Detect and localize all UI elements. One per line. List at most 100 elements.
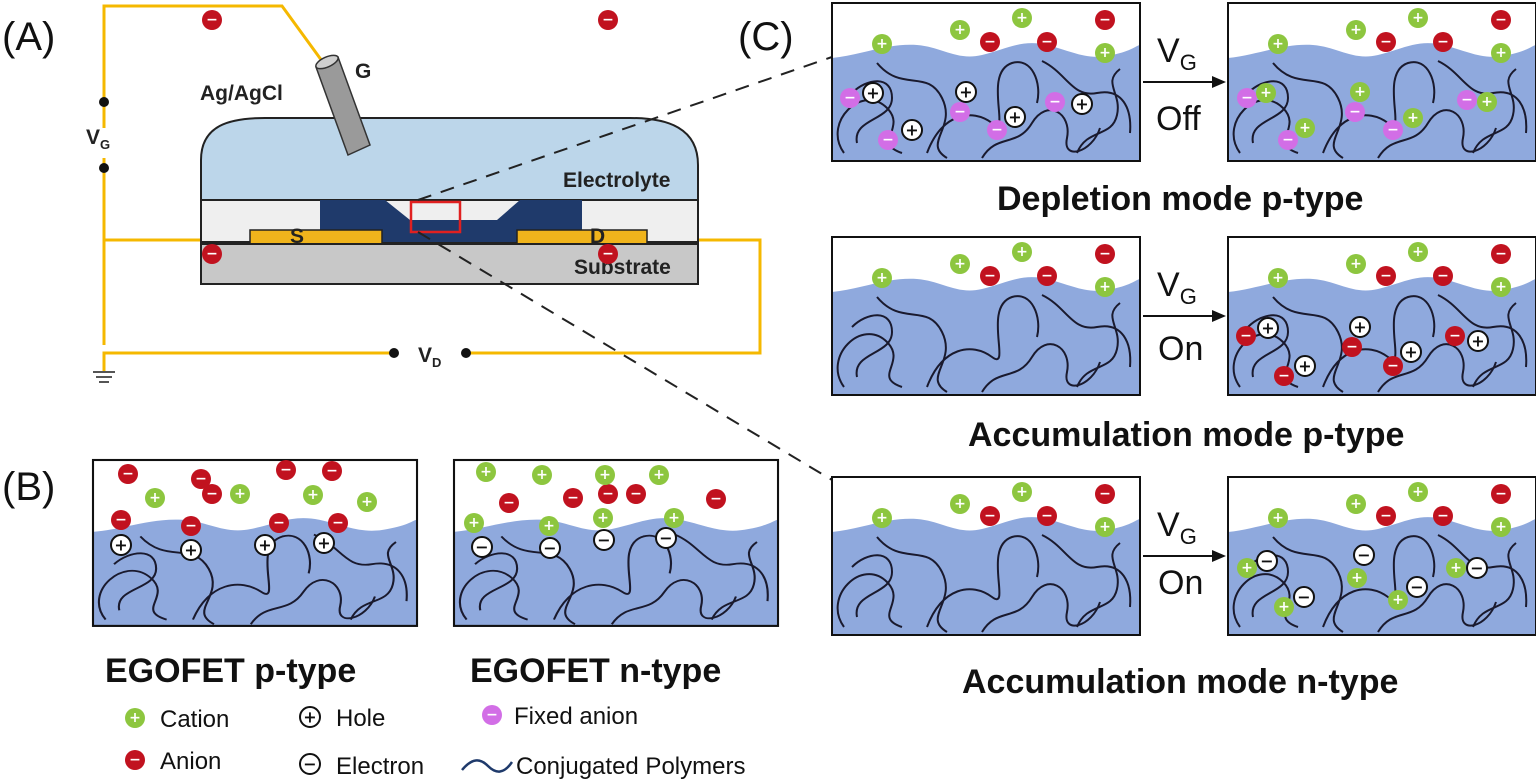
svg-text:−: −: [984, 508, 996, 524]
electron-particle: −: [1466, 557, 1488, 579]
svg-text:+: +: [876, 36, 888, 52]
svg-text:−: −: [1260, 552, 1273, 571]
anion-particle: −: [1491, 484, 1511, 504]
cation-particle: +: [532, 465, 552, 485]
svg-text:+: +: [1392, 592, 1404, 608]
arrow-label-3: VG: [1157, 506, 1197, 549]
anion-particle: −: [563, 488, 583, 508]
svg-text:−: −: [1495, 246, 1507, 262]
arrow-label-1: VG: [1157, 32, 1197, 75]
svg-text:−: −: [1437, 508, 1449, 524]
cation-particle: +: [664, 508, 684, 528]
svg-text:+: +: [876, 510, 888, 526]
cation-particle: +: [872, 268, 892, 288]
svg-text:+: +: [1351, 570, 1363, 586]
svg-text:+: +: [468, 515, 480, 531]
anion-particle: −: [1491, 10, 1511, 30]
svg-text:+: +: [317, 534, 330, 553]
anion-particle: −: [706, 489, 726, 509]
cation-particle: +: [950, 20, 970, 40]
svg-text:−: −: [1282, 132, 1294, 148]
svg-text:−: −: [543, 539, 556, 558]
svg-text:+: +: [184, 541, 197, 560]
anion-particle: −: [1491, 244, 1511, 264]
cation-particle: +: [1491, 43, 1511, 63]
svg-text:−: −: [1241, 90, 1253, 106]
svg-text:+: +: [1354, 84, 1366, 100]
svg-text:+: +: [361, 494, 373, 510]
svg-text:+: +: [1495, 279, 1507, 295]
hole-particle: +: [862, 82, 884, 104]
anion-particle: −: [1342, 337, 1362, 357]
svg-text:+: +: [876, 270, 888, 286]
anion-particle: −: [499, 493, 519, 513]
anion-particle: −: [980, 32, 1000, 52]
cation-particle: +: [1012, 8, 1032, 28]
svg-text:−: −: [1278, 368, 1290, 384]
anion-particle: −: [1095, 244, 1115, 264]
svg-text:−: −: [206, 486, 218, 502]
legend-fixed-anion-icon: [482, 705, 502, 725]
cation-particle: +: [1408, 242, 1428, 262]
anion-particle: −: [1037, 266, 1057, 286]
svg-text:−: −: [882, 132, 894, 148]
svg-text:+: +: [1298, 357, 1311, 376]
svg-text:−: −: [1437, 268, 1449, 284]
anion-particle: −: [980, 506, 1000, 526]
svg-text:+: +: [1350, 22, 1362, 38]
svg-text:−: −: [659, 529, 672, 548]
legend: + Cation − Anion + Hole − Electron − Fix…: [125, 703, 745, 780]
anion-particle: −: [181, 516, 201, 536]
hole-particle: +: [1294, 355, 1316, 377]
svg-text:+: +: [1099, 45, 1111, 61]
svg-text:−: −: [1470, 559, 1483, 578]
cation-particle: +: [1491, 277, 1511, 297]
cation-particle: +: [1346, 20, 1366, 40]
anion-particle: −: [980, 266, 1000, 286]
hole-particle: +: [1467, 330, 1489, 352]
electron-particle: −: [1406, 576, 1428, 598]
panel-c-boxes: [831, 2, 1536, 636]
svg-text:−: −: [303, 755, 316, 774]
svg-text:+: +: [954, 496, 966, 512]
cation-particle: +: [1408, 482, 1428, 502]
svg-text:−: −: [475, 538, 488, 557]
cation-particle: +: [357, 492, 377, 512]
anion-particle: −: [1274, 366, 1294, 386]
arrow-state-2: On: [1158, 330, 1203, 368]
svg-text:+: +: [1407, 110, 1419, 126]
legend-anion-label: Anion: [160, 748, 221, 775]
fixed-anion-particle: −: [987, 120, 1007, 140]
svg-text:+: +: [1471, 332, 1484, 351]
electron-particle: −: [1353, 544, 1375, 566]
drain-voltage-label: VD: [418, 344, 441, 370]
cation-particle: +: [1477, 92, 1497, 112]
svg-text:−: −: [1357, 546, 1370, 565]
legend-anion-icon: [125, 750, 145, 770]
svg-text:+: +: [1495, 45, 1507, 61]
svg-text:−: −: [503, 495, 515, 511]
svg-text:−: −: [332, 515, 344, 531]
svg-text:+: +: [1350, 256, 1362, 272]
reference-electrode: [315, 54, 371, 157]
anion-particle: −: [1037, 506, 1057, 526]
cation-particle: +: [1346, 254, 1366, 274]
hole-particle: +: [254, 534, 276, 556]
anion-particle: −: [191, 469, 211, 489]
svg-text:−: −: [954, 104, 966, 120]
fixed-anion-particle: −: [1045, 92, 1065, 112]
svg-text:−: −: [984, 34, 996, 50]
svg-text:−: −: [602, 486, 614, 502]
svg-text:−: −: [1387, 358, 1399, 374]
anion-particle: −: [269, 513, 289, 533]
svg-text:+: +: [1272, 36, 1284, 52]
svg-text:−: −: [1041, 268, 1053, 284]
cation-particle: +: [595, 465, 615, 485]
svg-text:−: −: [1346, 339, 1358, 355]
svg-text:−: −: [115, 512, 127, 528]
anion-particle: −: [202, 10, 222, 30]
source-label: S: [290, 225, 304, 248]
anion-particle: −: [1236, 326, 1256, 346]
anion-particle: −: [598, 10, 618, 30]
legend-hole-icon: [299, 706, 321, 728]
